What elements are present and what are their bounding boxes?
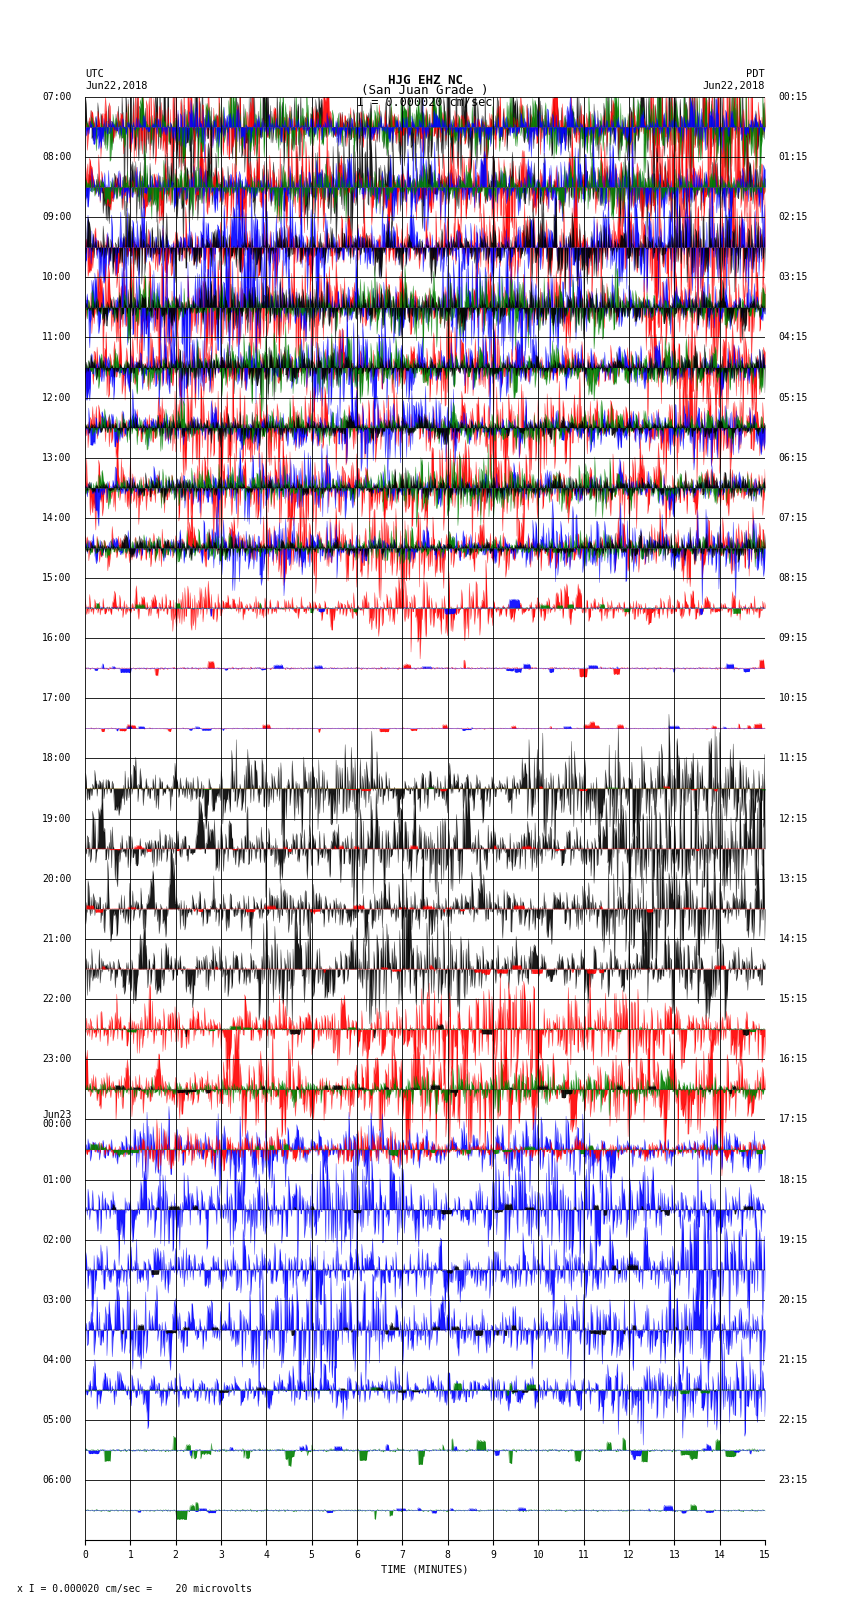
Text: 17:00: 17:00 (42, 694, 71, 703)
Text: 17:15: 17:15 (779, 1115, 808, 1124)
Text: 10:00: 10:00 (42, 273, 71, 282)
Text: 12:15: 12:15 (779, 813, 808, 824)
Text: 22:00: 22:00 (42, 994, 71, 1003)
Text: 20:00: 20:00 (42, 874, 71, 884)
Text: 15:15: 15:15 (779, 994, 808, 1003)
Text: 02:15: 02:15 (779, 211, 808, 223)
Text: HJG EHZ NC: HJG EHZ NC (388, 74, 462, 87)
Text: I = 0.000020 cm/sec: I = 0.000020 cm/sec (357, 95, 493, 108)
Text: 11:00: 11:00 (42, 332, 71, 342)
Text: 03:00: 03:00 (42, 1295, 71, 1305)
Text: 14:00: 14:00 (42, 513, 71, 523)
Text: 18:15: 18:15 (779, 1174, 808, 1184)
Text: 19:15: 19:15 (779, 1234, 808, 1245)
Text: UTC: UTC (85, 69, 104, 79)
Text: 03:15: 03:15 (779, 273, 808, 282)
Text: 04:00: 04:00 (42, 1355, 71, 1365)
Text: 18:00: 18:00 (42, 753, 71, 763)
Text: 13:15: 13:15 (779, 874, 808, 884)
Text: 23:00: 23:00 (42, 1055, 71, 1065)
Text: 01:00: 01:00 (42, 1174, 71, 1184)
Text: 01:15: 01:15 (779, 152, 808, 161)
Text: 09:15: 09:15 (779, 634, 808, 644)
Text: Jun22,2018: Jun22,2018 (85, 81, 148, 90)
Text: 12:00: 12:00 (42, 392, 71, 403)
Text: 06:15: 06:15 (779, 453, 808, 463)
Text: 23:15: 23:15 (779, 1476, 808, 1486)
Text: 05:00: 05:00 (42, 1415, 71, 1426)
Text: x I = 0.000020 cm/sec =    20 microvolts: x I = 0.000020 cm/sec = 20 microvolts (17, 1584, 252, 1594)
Text: 13:00: 13:00 (42, 453, 71, 463)
Text: 21:15: 21:15 (779, 1355, 808, 1365)
Text: 16:00: 16:00 (42, 634, 71, 644)
Text: Jun23
00:00: Jun23 00:00 (42, 1110, 71, 1129)
Text: 11:15: 11:15 (779, 753, 808, 763)
Text: 00:15: 00:15 (779, 92, 808, 102)
Text: 09:00: 09:00 (42, 211, 71, 223)
Text: 08:15: 08:15 (779, 573, 808, 582)
Text: (San Juan Grade ): (San Juan Grade ) (361, 84, 489, 97)
Text: 07:15: 07:15 (779, 513, 808, 523)
Text: 20:15: 20:15 (779, 1295, 808, 1305)
Text: 04:15: 04:15 (779, 332, 808, 342)
X-axis label: TIME (MINUTES): TIME (MINUTES) (382, 1565, 468, 1574)
Text: 14:15: 14:15 (779, 934, 808, 944)
Text: 05:15: 05:15 (779, 392, 808, 403)
Text: PDT: PDT (746, 69, 765, 79)
Text: 16:15: 16:15 (779, 1055, 808, 1065)
Text: 06:00: 06:00 (42, 1476, 71, 1486)
Text: 10:15: 10:15 (779, 694, 808, 703)
Text: 07:00: 07:00 (42, 92, 71, 102)
Text: 15:00: 15:00 (42, 573, 71, 582)
Text: 08:00: 08:00 (42, 152, 71, 161)
Text: Jun22,2018: Jun22,2018 (702, 81, 765, 90)
Text: 22:15: 22:15 (779, 1415, 808, 1426)
Text: 19:00: 19:00 (42, 813, 71, 824)
Text: 21:00: 21:00 (42, 934, 71, 944)
Text: 02:00: 02:00 (42, 1234, 71, 1245)
